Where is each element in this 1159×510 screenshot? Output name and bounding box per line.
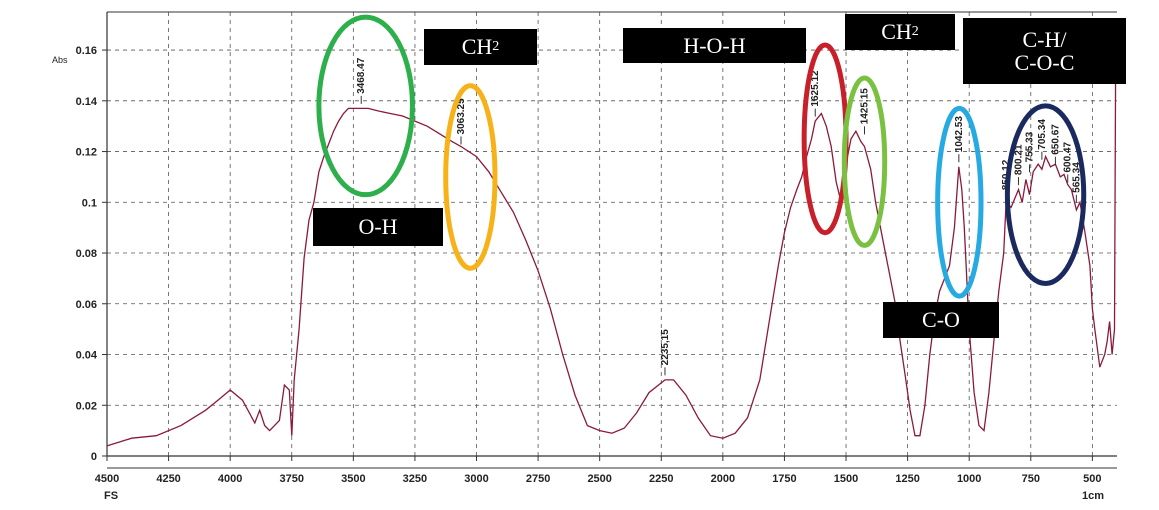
y-tick-label: 0.08 — [76, 248, 97, 260]
peak-labels: 3468.47 3063.25 2235,15 1625.12 1425.15 1042.… — [356, 57, 1082, 376]
hoh-ellipse — [801, 42, 849, 236]
ch-coc-ellipse — [1004, 103, 1087, 286]
label-oh: O-H — [313, 208, 443, 246]
x-tick-label: 750 — [1022, 473, 1040, 485]
peak-label: 1625.12 — [810, 70, 821, 107]
co-ellipse — [935, 105, 984, 299]
y-tick-label: 0.06 — [76, 299, 97, 311]
grid — [107, 12, 1117, 456]
peak-label: 565.34 — [1071, 162, 1082, 193]
x-tick-label: 2000 — [711, 473, 735, 485]
ch2-right-ellipse — [841, 75, 888, 248]
peak-label: 3063.25 — [456, 98, 467, 135]
x-tick-label: 3250 — [403, 473, 427, 485]
ch2-left-ellipse — [443, 83, 498, 271]
label-ch2-right: CH 2 — [845, 14, 955, 50]
x-tick-label: 3000 — [464, 473, 488, 485]
x-tick-label: 2750 — [526, 473, 550, 485]
y-tick-label: 0 — [91, 451, 97, 463]
x-tick-label: 1250 — [895, 473, 919, 485]
peak-label: 755.33 — [1025, 131, 1036, 162]
x-tick-label: 1000 — [957, 473, 981, 485]
y-tick-label: 0.04 — [76, 350, 98, 362]
peak-label: 3468.47 — [356, 57, 367, 94]
y-tick-label: 0.12 — [76, 147, 97, 159]
spectrum-line — [106, 24, 1117, 447]
y-tick-label: 0.16 — [76, 45, 97, 57]
peak-label: 1425.15 — [860, 88, 871, 125]
x-tick-label: 3500 — [341, 473, 365, 485]
y-tick-label: 0.14 — [76, 96, 98, 108]
x-tick-label: 1750 — [772, 473, 796, 485]
tick-labels: 0 0.02 0.04 0.06 0.08 0.1 0.12 0.14 0.16 4500 4250… — [76, 45, 1102, 485]
x-axis-label-right: 1cm — [1082, 490, 1105, 502]
y-tick-label: 0.02 — [76, 400, 97, 412]
x-tick-label: 4500 — [95, 473, 119, 485]
peak-label: 705.34 — [1037, 119, 1048, 150]
peak-label: 600.47 — [1063, 142, 1074, 173]
y-tick-label: 0.1 — [82, 197, 97, 209]
x-tick-label: 4250 — [156, 473, 180, 485]
x-axis-label-left: FS — [104, 490, 119, 502]
label-ch2-left: CH 2 — [424, 29, 537, 65]
label-co: C-O — [883, 302, 999, 338]
axes — [102, 11, 1117, 469]
peak-label: 800.21 — [1013, 144, 1024, 175]
x-tick-label: 500 — [1083, 473, 1101, 485]
label-ch-coc: C-H/C-O-C — [963, 18, 1126, 84]
x-tick-label: 3750 — [280, 473, 304, 485]
band-ellipses — [316, 14, 1087, 299]
label-hoh: H-O-H — [623, 28, 806, 63]
peak-label: 650.67 — [1050, 124, 1061, 155]
x-tick-label: 1500 — [834, 473, 858, 485]
peak-label: 2235,15 — [660, 329, 671, 366]
oh-ellipse — [316, 14, 415, 198]
y-axis-label: Abs — [52, 55, 68, 65]
x-tick-label: 2250 — [649, 473, 673, 485]
peak-label: 1042.53 — [954, 116, 965, 153]
x-tick-label: 4000 — [218, 473, 242, 485]
x-tick-label: 2500 — [587, 473, 611, 485]
